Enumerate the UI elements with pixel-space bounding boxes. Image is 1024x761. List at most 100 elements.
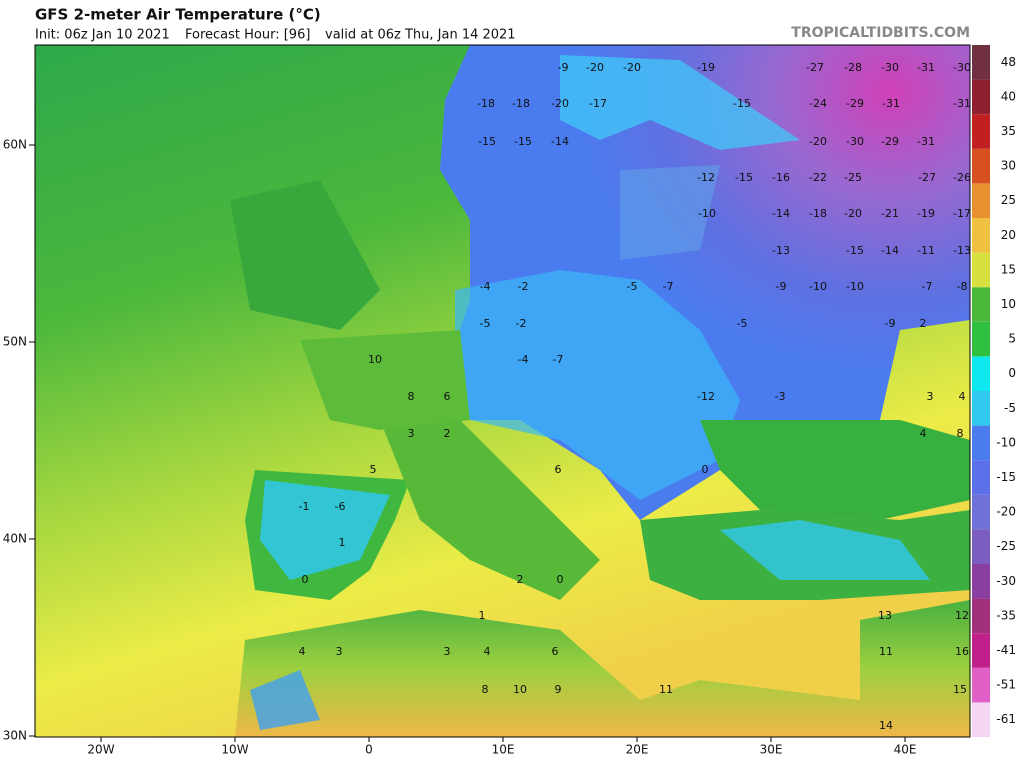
temperature-value: -17 <box>589 97 607 110</box>
temperature-value: 4 <box>959 390 966 403</box>
temperature-value: -4 <box>480 280 491 293</box>
temperature-value: -30 <box>881 61 899 74</box>
temperature-value: -18 <box>477 97 495 110</box>
temperature-value: -31 <box>953 97 971 110</box>
colorbar-label: 15 <box>1001 262 1016 276</box>
temperature-value: -1 <box>299 500 310 513</box>
colorbar-label: 35 <box>1001 124 1016 138</box>
temperature-value: -4 <box>518 353 529 366</box>
temperature-value: -3 <box>775 390 786 403</box>
temperature-value: -31 <box>882 97 900 110</box>
temperature-value: -15 <box>735 171 753 184</box>
temperature-value: 0 <box>557 573 564 586</box>
init-time: Init: 06z Jan 10 2021 <box>35 28 170 43</box>
lon-label: 30E <box>760 743 783 757</box>
colorbar-label: -25 <box>996 539 1016 553</box>
temperature-value: 12 <box>955 609 969 622</box>
lon-label: 0 <box>365 743 373 757</box>
colorbar-swatch <box>972 356 990 391</box>
lat-label: 50N <box>3 335 27 349</box>
temperature-value: -2 <box>516 317 527 330</box>
temperature-value: 10 <box>368 353 382 366</box>
temperature-value: -31 <box>917 61 935 74</box>
temperature-value: 3 <box>927 390 934 403</box>
colorbar-swatch <box>972 598 990 634</box>
temperature-value: -14 <box>551 135 569 148</box>
temperature-value: -10 <box>846 280 864 293</box>
colorbar-label: -61 <box>996 712 1016 726</box>
temperature-value: -13 <box>953 244 971 257</box>
temperature-value: -24 <box>809 97 827 110</box>
colorbar-label: 25 <box>1001 193 1016 207</box>
colorbar-swatch <box>972 287 990 322</box>
colorbar-label: -41 <box>996 643 1016 657</box>
temperature-value: -17 <box>953 207 971 220</box>
colorbar-label: -30 <box>996 574 1016 588</box>
temperature-value: -13 <box>772 244 790 257</box>
colorbar-swatch <box>972 564 990 599</box>
valid-time: valid at 06z Thu, Jan 14 2021 <box>325 28 516 43</box>
temperature-value: -12 <box>697 390 715 403</box>
colorbar-swatch <box>972 667 990 703</box>
temperature-value: -30 <box>953 61 971 74</box>
temperature-value: -16 <box>772 171 790 184</box>
temperature-value: -29 <box>881 135 899 148</box>
lat-label: 40N <box>3 532 27 546</box>
colorbar-swatch <box>972 460 990 495</box>
temperature-value: -10 <box>698 207 716 220</box>
colorbar-label: 0 <box>1008 366 1016 380</box>
temperature-value: -31 <box>917 135 935 148</box>
colorbar-swatch <box>972 218 990 253</box>
colorbar-swatch <box>972 633 990 668</box>
temperature-value: -20 <box>809 135 827 148</box>
temperature-value: 1 <box>339 536 346 549</box>
lon-label: 10E <box>492 743 515 757</box>
temperature-value: 9 <box>555 683 562 696</box>
temperature-value: 2 <box>920 317 927 330</box>
temperature-value: -20 <box>551 97 569 110</box>
temperature-value: -5 <box>737 317 748 330</box>
colorbar-swatch <box>972 529 990 564</box>
temperature-value: -7 <box>553 353 564 366</box>
colorbar-swatch <box>972 252 990 288</box>
colorbar-swatch <box>972 425 990 461</box>
colorbar-swatch <box>972 494 990 530</box>
temperature-value: -10 <box>809 280 827 293</box>
colorbar-label: -20 <box>996 505 1016 519</box>
temperature-value: 8 <box>482 683 489 696</box>
temperature-value: 15 <box>953 683 967 696</box>
temperature-field <box>35 45 970 737</box>
temperature-value: -22 <box>809 171 827 184</box>
temperature-value: 6 <box>552 645 559 658</box>
temperature-value: -14 <box>881 244 899 257</box>
temperature-value: -27 <box>806 61 824 74</box>
colorbar-swatch <box>972 114 990 149</box>
temperature-value: 3 <box>336 645 343 658</box>
colorbar-label: -5 <box>1004 401 1016 415</box>
colorbar-label: 30 <box>1001 159 1016 173</box>
temperature-value: 11 <box>659 683 673 696</box>
temperature-value: -5 <box>627 280 638 293</box>
colorbar-swatch <box>972 321 990 357</box>
temperature-value: -19 <box>917 207 935 220</box>
temperature-value: 0 <box>302 573 309 586</box>
temperature-value: 4 <box>920 427 927 440</box>
temperature-value: -28 <box>844 61 862 74</box>
temperature-value: -20 <box>844 207 862 220</box>
colorbar-label: -15 <box>996 470 1016 484</box>
colorbar-swatch <box>972 702 990 737</box>
temperature-value: -6 <box>335 500 346 513</box>
lon-label: 20W <box>87 743 114 757</box>
temperature-value: 0 <box>702 463 709 476</box>
temperature-value: -15 <box>846 244 864 257</box>
colorbar-swatch <box>972 79 990 115</box>
temperature-value: -7 <box>922 280 933 293</box>
temperature-value: -18 <box>809 207 827 220</box>
colorbar-label: -35 <box>996 608 1016 622</box>
temperature-value: -5 <box>480 317 491 330</box>
temperature-value: 2 <box>517 573 524 586</box>
colorbar-label: -51 <box>996 678 1016 692</box>
temperature-value: -7 <box>663 280 674 293</box>
